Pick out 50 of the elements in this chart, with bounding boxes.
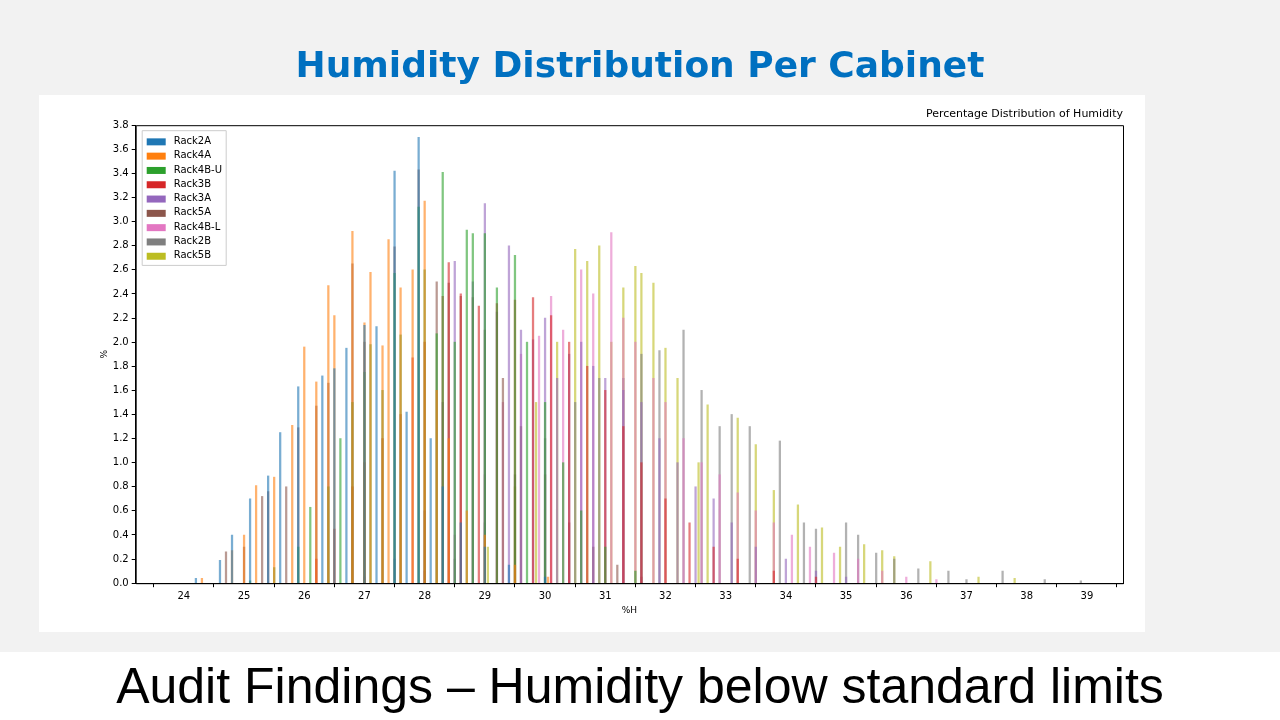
y-tick-label: 2.6 [112, 263, 129, 275]
x-tick-label: 39 [1080, 589, 1094, 601]
legend-label: Rack4A [173, 149, 212, 161]
legend-label: Rack4B-U [173, 163, 222, 175]
x-tick-label: 27 [358, 589, 371, 601]
legend-label: Rack5B [173, 249, 212, 261]
x-tick-label: 33 [719, 589, 733, 601]
y-tick-label: 2.4 [112, 287, 129, 299]
y-tick-label: 1.6 [112, 383, 129, 395]
x-tick-label: 26 [297, 589, 311, 601]
y-tick-label: 0.6 [112, 504, 129, 516]
y-tick-label: 0.8 [112, 480, 129, 492]
y-tick-label: 1.4 [112, 408, 129, 420]
y-tick-label: 2.0 [112, 335, 129, 347]
y-tick-label: 2.8 [112, 239, 129, 251]
y-tick-label: 1.2 [112, 432, 129, 444]
x-tick-label: 24 [177, 589, 191, 601]
x-tick-label: 38 [1020, 589, 1034, 601]
y-tick-label: 2.2 [112, 311, 129, 323]
legend-label: Rack2A [173, 134, 212, 146]
x-tick-label: 29 [478, 589, 492, 601]
chart-title: Humidity Distribution Per Cabinet [294, 44, 986, 85]
x-tick-label: 32 [659, 589, 672, 601]
text: Audit Findings – Humidity below standard limits [0, 652, 1280, 720]
chart-subtitle: Percentage Distribution of Humidity [925, 107, 1124, 121]
x-tick-label: 28 [418, 589, 432, 601]
legend-label: Rack4B-L [173, 220, 221, 232]
legend-label: Rack3B [173, 177, 212, 189]
y-tick-label: 1.8 [112, 359, 129, 371]
legend-label: Rack5A [173, 206, 212, 218]
y-tick-label: 3.6 [112, 142, 129, 154]
y-tick-label: 0.4 [112, 528, 129, 540]
y-tick-label: 0.0 [112, 576, 129, 588]
x-tick-label: 30 [538, 589, 552, 601]
y-tick-label: 3.8 [112, 118, 129, 130]
y-tick-label: 3.0 [112, 215, 129, 227]
x-tick-label: 34 [779, 589, 793, 601]
y-tick-label: 1.0 [112, 456, 129, 468]
x-axis-title: %H [621, 604, 638, 615]
x-tick-label: 35 [839, 589, 853, 601]
x-tick-label: 31 [598, 589, 612, 601]
y-tick-label: 0.2 [112, 552, 129, 564]
y-tick-label: 3.2 [112, 191, 129, 203]
x-tick-label: 36 [899, 589, 913, 601]
x-tick-label: 25 [237, 589, 251, 601]
legend-label: Rack2B [173, 235, 212, 247]
x-tick-label: 37 [960, 589, 973, 601]
y-axis-title: % [98, 349, 109, 359]
legend-label: Rack3A [173, 192, 212, 204]
y-tick-label: 3.4 [112, 167, 129, 178]
